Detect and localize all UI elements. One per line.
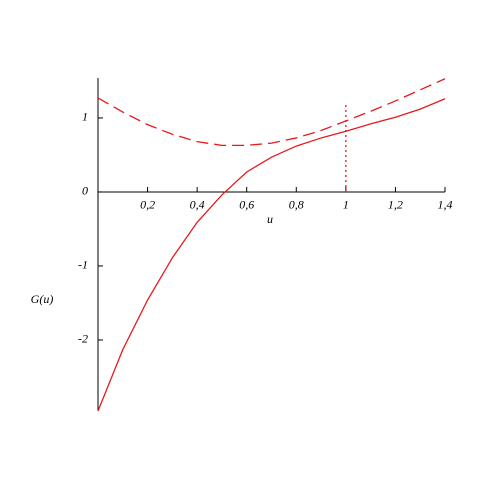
x-tick-label: 0,4: [190, 198, 205, 212]
y-axis-label: G(u): [31, 292, 54, 306]
x-tick-label: 0,8: [289, 198, 304, 212]
curve: [97, 78, 446, 146]
y-tick-label: 0: [82, 184, 88, 198]
x-tick-label: 1,2: [388, 198, 403, 212]
x-tick-label: 0,2: [140, 198, 155, 212]
x-axis-label: u: [267, 212, 273, 226]
x-tick-label: 1,4: [438, 198, 453, 212]
y-tick-label: 1: [82, 110, 88, 124]
y-tick-label: -2: [78, 332, 88, 346]
y-tick-label: -1: [78, 258, 88, 272]
x-tick-label: 1: [343, 198, 349, 212]
curve: [97, 98, 446, 412]
x-tick-label: 0,6: [239, 198, 254, 212]
